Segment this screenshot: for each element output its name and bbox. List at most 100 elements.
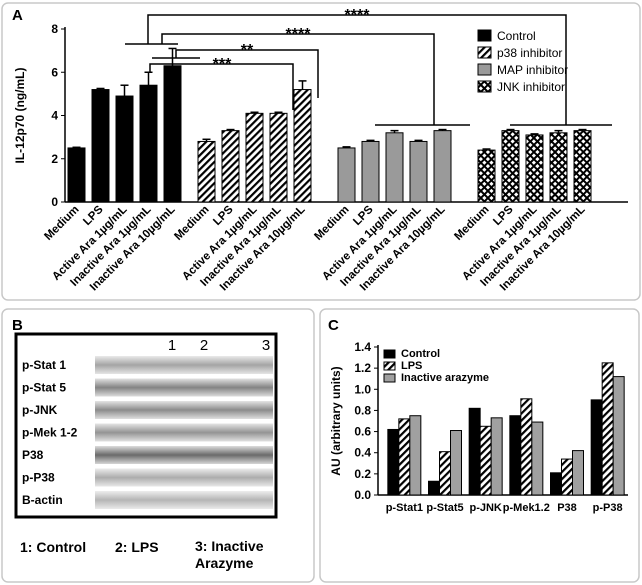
panel-label: A: [12, 7, 23, 24]
bar: [572, 450, 584, 496]
bar: [387, 428, 400, 496]
y-tick-label: 6: [51, 65, 58, 79]
significance-label: ****: [286, 26, 312, 43]
bar: [450, 430, 462, 496]
legend-label: Control: [497, 29, 536, 43]
blot-row-label: P38: [22, 448, 44, 462]
x-tick-label: p-P38: [593, 502, 623, 514]
bar: [433, 130, 452, 203]
blot-band: [95, 401, 273, 419]
blot-caption: 3: Inactive Arazyme: [195, 538, 264, 571]
x-tick-label: p-Stat5: [426, 502, 463, 514]
x-tick-label: P38: [557, 502, 577, 514]
y-tick-label: 0.6: [354, 425, 371, 439]
y-tick-label: 4: [51, 109, 58, 123]
legend-label: MAP inhibitor: [497, 63, 568, 77]
y-tick-label: 1.4: [354, 340, 371, 354]
x-tick-label: p-JNK: [469, 502, 501, 514]
legend-swatch: [477, 29, 492, 42]
bar: [293, 89, 312, 203]
bar: [439, 451, 451, 496]
x-tick-label: p-Mek1.2: [503, 502, 550, 514]
blot-row-label: p-Stat 5: [22, 381, 66, 395]
legend-swatch: [477, 63, 492, 76]
blot-row-label: B-actin: [22, 493, 63, 507]
bar: [428, 480, 440, 496]
bar: [197, 140, 216, 203]
blot-caption: 1: Control: [20, 539, 86, 555]
legend-label: p38 inhibitor: [497, 46, 562, 60]
caption-box: 3: Inactive Arazyme: [195, 538, 264, 571]
legend-swatch: [383, 361, 396, 371]
blot-caption: 2: LPS: [115, 539, 159, 555]
y-tick-label: 0: [51, 195, 58, 209]
y-axis-label: AU (arbitrary units): [329, 366, 343, 475]
bar: [509, 415, 522, 496]
y-tick-label: 1.0: [354, 382, 371, 396]
bar: [479, 425, 492, 496]
y-tick-label: 2: [51, 152, 58, 166]
bar: [115, 95, 134, 203]
y-tick-label: 0.2: [354, 467, 371, 481]
y-tick-label: 0.4: [354, 446, 371, 460]
panel-label: B: [12, 317, 23, 334]
significance-bracket: [161, 33, 435, 125]
panel-frame: [1, 2, 641, 301]
bar: [398, 418, 411, 496]
panel-label: C: [328, 317, 339, 334]
blot-band: [95, 491, 273, 509]
bar: [139, 84, 158, 203]
blot-band: [95, 378, 273, 397]
legend-swatch: [383, 349, 396, 359]
significance-label: ***: [213, 56, 232, 73]
blot-row-label: p-P38: [22, 471, 55, 485]
blot-row-label: p-Mek 1-2: [22, 426, 78, 440]
y-tick-label: 8: [51, 22, 58, 36]
bar: [525, 134, 544, 203]
bar: [550, 472, 562, 496]
blot-band: [95, 356, 273, 374]
bar: [549, 132, 568, 203]
x-tick-label: Medium: [42, 204, 81, 243]
bar: [590, 399, 603, 496]
bar: [361, 140, 380, 203]
bar: [477, 149, 496, 203]
y-tick-label: 1.2: [354, 361, 371, 375]
bar: [245, 112, 264, 203]
bar: [91, 89, 110, 203]
lane-label: 3: [262, 337, 270, 354]
bar: [163, 65, 182, 203]
bar: [490, 417, 503, 496]
blot-band: [95, 423, 273, 442]
significance-bracket: [175, 49, 319, 98]
blot-row-label: p-JNK: [22, 403, 58, 417]
significance-bracket: [147, 14, 567, 125]
significance-label: **: [241, 42, 254, 59]
bar: [409, 140, 428, 203]
y-tick-label: 0.8: [354, 403, 371, 417]
panel-frame: [319, 308, 640, 583]
bar: [531, 421, 544, 496]
bar: [269, 112, 288, 203]
lane-label: 1: [168, 337, 176, 354]
bar: [573, 130, 592, 203]
bar: [468, 407, 481, 496]
x-tick-label: Medium: [452, 204, 491, 243]
blot-row-label: p-Stat 1: [22, 358, 66, 372]
x-tick-label: Medium: [312, 204, 351, 243]
x-tick-label: Medium: [172, 204, 211, 243]
legend-label: JNK inhibitor: [497, 80, 565, 94]
bar: [409, 415, 422, 496]
lane-label: 2: [200, 337, 208, 354]
legend-label: Control: [401, 348, 440, 360]
bar: [67, 147, 86, 203]
bar: [520, 398, 533, 496]
y-tick-label: 0.0: [354, 488, 371, 502]
blot-band: [95, 446, 273, 464]
significance-bracket: [149, 63, 294, 110]
legend-label: Inactive arazyme: [401, 372, 489, 384]
legend-swatch: [477, 46, 492, 59]
y-axis-label: IL-12p70 (ng/mL): [13, 67, 27, 163]
legend-swatch: [477, 80, 492, 93]
